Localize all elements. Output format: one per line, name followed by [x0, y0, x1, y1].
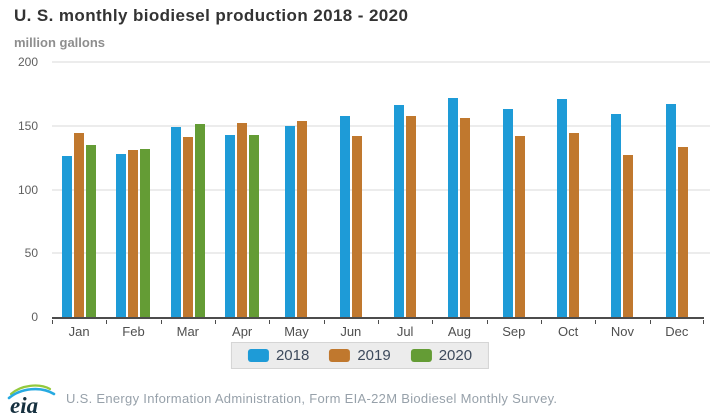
x-tick-label-oct: Oct: [540, 320, 595, 339]
bar-2018-sep: [502, 109, 513, 317]
legend-swatch-2018: [247, 349, 269, 362]
category-cell-apr: [215, 62, 269, 317]
gridline: [52, 189, 710, 190]
logo-green-swoosh: [9, 383, 52, 395]
legend-swatch-2020: [410, 349, 432, 362]
bar-2019-jun: [351, 135, 362, 317]
gridlines: [52, 61, 710, 317]
bar-2019-oct: [569, 133, 580, 317]
axis-tick: [540, 320, 542, 324]
x-tick-label-apr: Apr: [214, 320, 269, 339]
bar-2019-dec: [677, 147, 688, 317]
category-cell-aug: [432, 62, 486, 317]
bar-2020-jan: [86, 144, 97, 317]
x-tick-label-sep: Sep: [486, 320, 541, 339]
category-cell-jun: [324, 62, 378, 317]
legend-label-2019: 2019: [357, 347, 391, 364]
bar-2018-jun: [339, 115, 350, 317]
x-tick-label-mar: Mar: [160, 320, 215, 339]
axis-tick: [486, 320, 488, 324]
bar-2019-sep: [514, 135, 525, 317]
bar-2019-nov: [623, 155, 634, 317]
legend-item-2020: 2020: [410, 347, 473, 364]
y-axis-labels: 0 50 100 150 200: [0, 55, 38, 324]
plot-cells: [52, 62, 704, 317]
bar-2018-dec: [665, 104, 676, 317]
bar-2019-apr: [237, 123, 248, 317]
category-cell-may: [269, 62, 323, 317]
bar-2018-oct: [557, 98, 568, 317]
axis-tick: [323, 320, 325, 324]
y-axis-unit-label: million gallons: [14, 35, 106, 50]
category-cell-mar: [161, 62, 215, 317]
legend: 2018 2019 2020: [230, 342, 490, 369]
category-cell-feb: [106, 62, 160, 317]
bar-2018-aug: [448, 97, 459, 317]
x-tick-label-aug: Aug: [432, 320, 486, 339]
axis-tick: [377, 320, 379, 324]
axis-tick: [52, 320, 53, 324]
bar-2018-nov: [611, 114, 622, 317]
axis-tick: [432, 320, 434, 324]
source-text: U.S. Energy Information Administration, …: [66, 391, 558, 406]
axis-tick: [160, 320, 162, 324]
chart-title: U. S. monthly biodiesel production 2018 …: [14, 6, 409, 25]
y-tick-label: 100: [17, 182, 38, 197]
y-tick-label: 200: [17, 55, 38, 69]
bar-2018-jul: [394, 105, 405, 317]
legend-item-2018: 2018: [247, 347, 310, 364]
logo-text: eia: [10, 393, 38, 417]
axis-tick: [106, 320, 108, 324]
bar-2019-jul: [406, 115, 417, 317]
category-cell-jan: [52, 62, 106, 317]
bar-2018-jan: [62, 156, 73, 317]
bar-2018-feb: [116, 153, 127, 317]
x-tick-label-jun: Jun: [323, 320, 378, 339]
gridline: [52, 61, 710, 63]
x-tick-label-nov: Nov: [595, 320, 649, 339]
eia-logo: eia: [7, 383, 56, 417]
x-tick-label-jul: Jul: [377, 320, 432, 339]
x-axis-labels: Jan Feb Mar Apr May Jun Jul Aug Sep Oct Nov Dec: [52, 320, 704, 339]
y-tick-label: 150: [17, 118, 38, 133]
bar-2019-aug: [460, 118, 471, 317]
bar-2018-apr: [225, 134, 236, 317]
legend-swatch-2019: [329, 349, 351, 362]
legend-label-2020: 2020: [438, 347, 473, 364]
logo-blue-swoosh: [7, 387, 56, 399]
x-tick-label-jan: Jan: [52, 320, 106, 339]
category-cell-jul: [378, 62, 432, 317]
bar-2019-jan: [74, 133, 85, 317]
category-cell-oct: [541, 62, 595, 317]
x-tick-label-feb: Feb: [106, 320, 160, 339]
bar-2020-apr: [249, 134, 260, 317]
axis-tick: [214, 320, 216, 324]
gridline: [52, 252, 710, 254]
bar-2019-feb: [128, 149, 139, 317]
axis-tick: [595, 320, 597, 324]
bar-2020-feb: [140, 148, 151, 317]
y-tick-label: 0: [31, 310, 38, 324]
bar-2018-mar: [170, 127, 181, 317]
category-cell-sep: [487, 62, 541, 317]
plot-area: [52, 61, 710, 319]
axis-end-tick: [703, 320, 704, 324]
axis-tick: [269, 320, 271, 324]
y-tick-label: 50: [24, 246, 38, 261]
bar-2020-mar: [194, 124, 205, 317]
footer: eia U.S. Energy Information Administrati…: [0, 378, 720, 419]
category-cell-nov: [595, 62, 649, 317]
bar-2018-may: [285, 125, 296, 317]
legend-label-2018: 2018: [275, 347, 310, 364]
gridline: [52, 125, 710, 127]
x-tick-label-dec: Dec: [649, 320, 704, 339]
axis-tick: [649, 320, 651, 324]
x-tick-label-may: May: [269, 320, 323, 339]
bar-2019-mar: [182, 137, 193, 317]
legend-item-2019: 2019: [329, 347, 391, 364]
bar-2019-may: [297, 120, 308, 317]
category-cell-dec: [650, 62, 704, 317]
